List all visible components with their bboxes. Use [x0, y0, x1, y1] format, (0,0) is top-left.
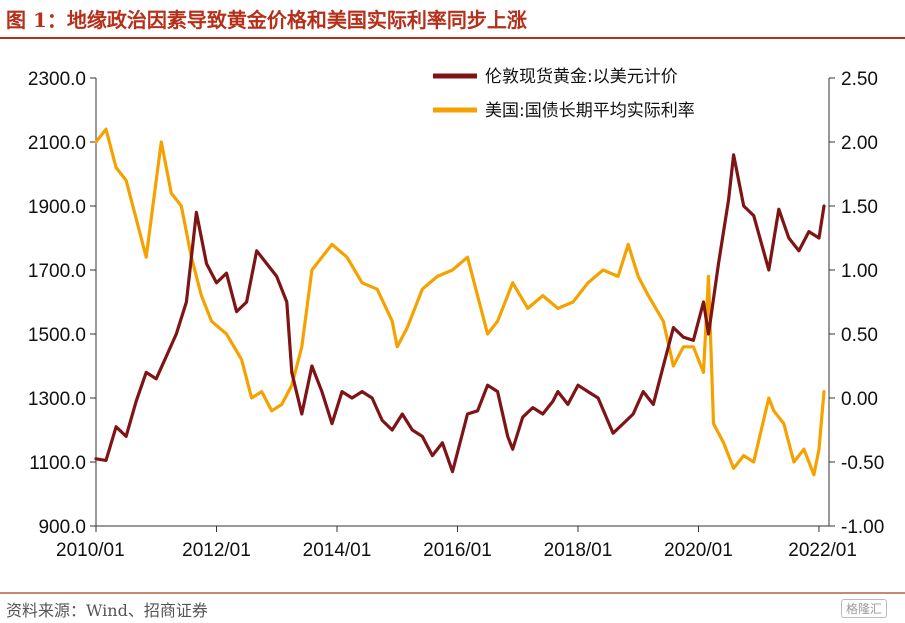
right-tick-label: 1.00 [841, 261, 878, 282]
legend-label: 美国:国债长期平均实际利率 [485, 101, 695, 121]
right-tick-label: 2.50 [841, 69, 878, 90]
chart-axes: 900.0 1100.0 1300.0 1500.0 1700.0 1900.0 2100.… [28, 69, 884, 561]
series-layer [94, 127, 826, 477]
series-line-gold-price [94, 153, 826, 474]
series-line-real-rate [94, 127, 826, 477]
x-tick-label: 2010/01 [56, 540, 125, 561]
source-divider [0, 592, 905, 594]
x-tick-label: 2016/01 [423, 540, 492, 561]
watermark-logo: 格隆汇 [840, 599, 887, 618]
right-tick-label: 0.50 [841, 325, 878, 346]
left-tick-label: 1700.0 [28, 261, 86, 282]
left-tick-label: 1500.0 [28, 325, 86, 346]
x-tick-label: 2014/01 [303, 540, 372, 561]
left-tick-label: 900.0 [38, 517, 86, 538]
right-tick-label: -1.00 [841, 517, 884, 538]
source-note: 资料来源：Wind、招商证券 [6, 601, 208, 620]
title-divider [0, 37, 905, 39]
left-tick-label: 1300.0 [28, 389, 86, 410]
left-tick-label: 1100.0 [29, 453, 86, 474]
left-tick-label: 1900.0 [28, 197, 86, 218]
left-tick-label: 2100.0 [28, 133, 86, 154]
left-tick-label: 2300.0 [28, 69, 86, 90]
legend-label: 伦敦现货黄金:以美元计价 [485, 67, 678, 87]
right-tick-label: 2.00 [841, 133, 878, 154]
x-tick-label: 2012/01 [182, 540, 251, 561]
figure-title: 图 1：地缘政治因素导致黄金价格和美国实际利率同步上涨 [6, 8, 527, 32]
right-tick-label: 0.00 [841, 389, 878, 410]
x-tick-label: 2022/01 [788, 540, 857, 561]
x-tick-label: 2020/01 [664, 540, 733, 561]
right-tick-label: -0.50 [841, 453, 884, 474]
right-tick-label: 1.50 [841, 197, 878, 218]
x-tick-label: 2018/01 [544, 540, 613, 561]
